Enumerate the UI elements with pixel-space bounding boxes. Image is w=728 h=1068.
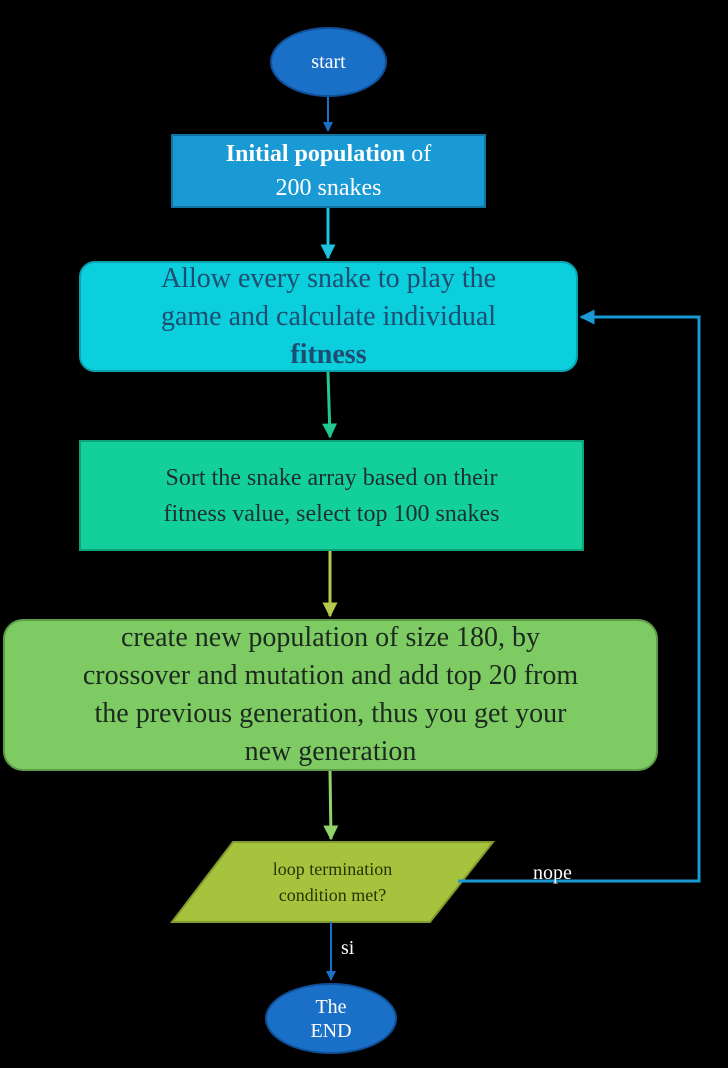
edge-label-nope: nope xyxy=(533,862,572,884)
arrow-loop-back xyxy=(458,309,701,883)
initial-population-bold: Initial population xyxy=(225,141,406,167)
decision-line2: condition met? xyxy=(278,885,387,905)
start-terminal: start xyxy=(270,27,387,97)
create-line2: crossover and mutation and add top 20 fr… xyxy=(82,660,579,691)
initial-population-rest: of xyxy=(405,141,432,167)
initial-population-line2: 200 snakes xyxy=(275,175,382,201)
arrow-play-to-sort xyxy=(322,371,338,439)
sort-select-box: Sort the snake array based on their fitn… xyxy=(79,440,584,551)
create-line3: the previous generation, thus you get yo… xyxy=(94,698,567,729)
play-game-line1: Allow every snake to play the xyxy=(160,262,497,294)
create-line1: create new population of size 180, by xyxy=(120,622,541,653)
decision-line1: loop termination xyxy=(272,859,393,879)
play-game-fitness: fitness xyxy=(290,338,367,370)
create-line4: new generation xyxy=(244,736,417,767)
sort-line2: fitness value, select top 100 snakes xyxy=(163,500,500,527)
sort-line1: Sort the snake array based on their xyxy=(165,464,498,491)
start-label: start xyxy=(311,50,346,73)
play-game-box: Allow every snake to play the game and c… xyxy=(79,261,578,372)
decision-text: loop termination condition met? xyxy=(230,848,435,916)
create-population-box: create new population of size 180, by cr… xyxy=(3,619,658,771)
initial-population-box: Initial population of 200 snakes xyxy=(171,134,486,208)
edge-label-si: si xyxy=(341,937,355,959)
end-line2: END xyxy=(310,1019,352,1042)
end-line1: The xyxy=(315,995,347,1018)
arrow-create-to-decision xyxy=(323,770,339,841)
end-terminal: The END xyxy=(265,983,397,1054)
play-game-line2: game and calculate individual xyxy=(160,300,497,332)
initial-population-line1: Initial population of xyxy=(226,137,431,171)
decision-shape xyxy=(169,841,496,923)
